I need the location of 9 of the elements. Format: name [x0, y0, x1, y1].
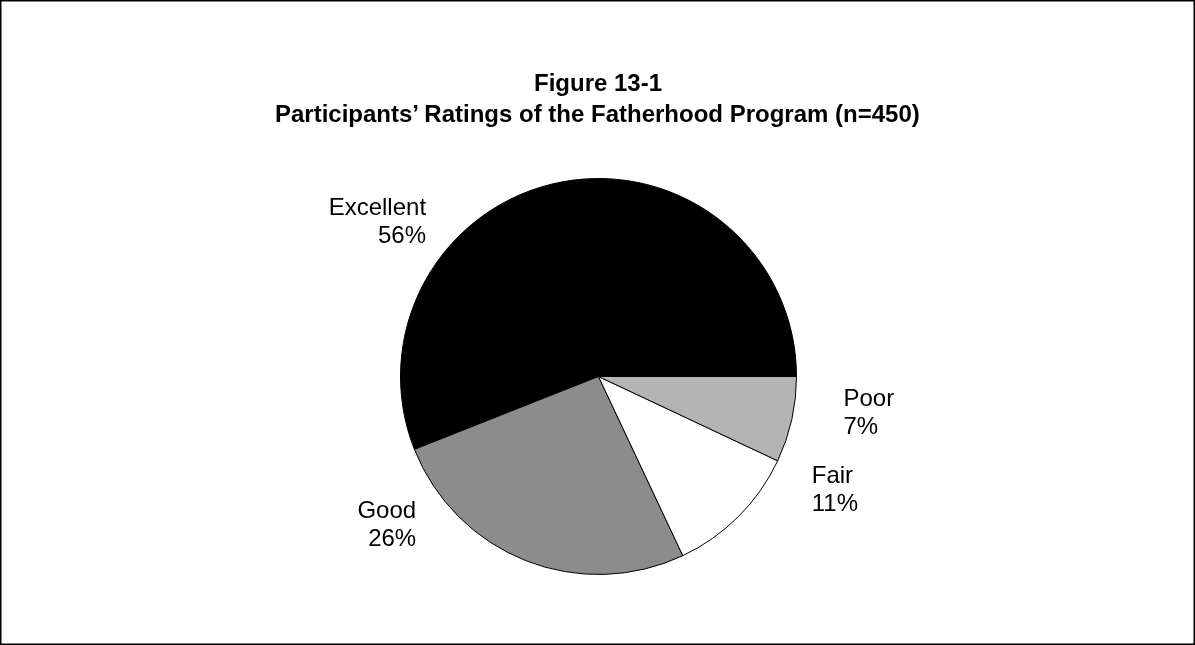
slice-label: Fair: [811, 461, 854, 489]
data-label: 26%: [368, 524, 417, 552]
chart-title: Figure 13-1 Participants’ Ratings of the Fatherhood Program (n=450): [274, 69, 920, 127]
data-label: 56%: [378, 221, 427, 249]
data-label: 11%: [811, 489, 859, 517]
slice-label: Good: [357, 496, 417, 524]
slice-label: Poor: [843, 383, 895, 411]
data-label: 7%: [843, 411, 879, 439]
slice-label: Excellent: [328, 193, 427, 221]
